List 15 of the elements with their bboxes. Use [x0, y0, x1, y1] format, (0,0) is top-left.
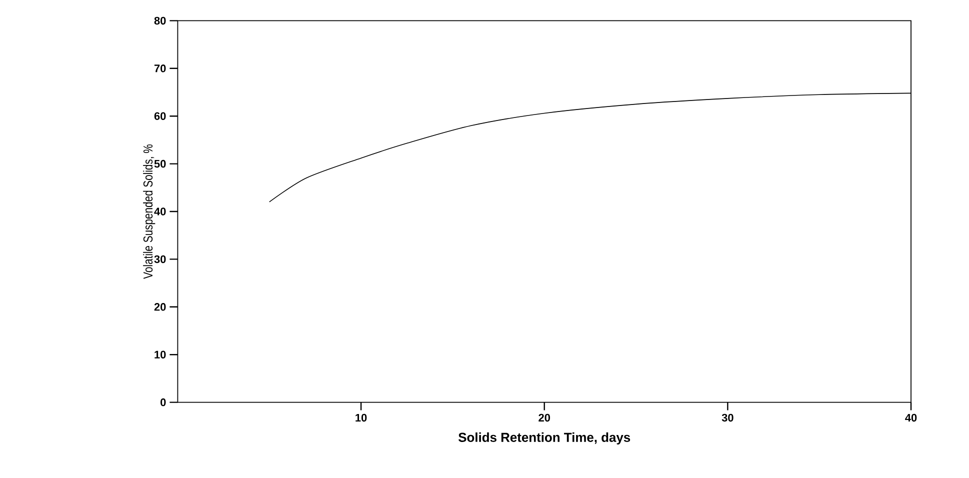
x-tick-label: 20	[538, 414, 550, 422]
y-axis-title: Volatile Suspended Solids, %	[143, 144, 156, 279]
x-tick-label: 30	[722, 414, 734, 422]
x-tick-label: 40	[905, 414, 917, 422]
y-tick-label: 70	[154, 64, 166, 72]
y-tick-label: 40	[154, 208, 166, 216]
y-tick-label: 10	[154, 350, 166, 358]
y-tick-label: 30	[154, 255, 166, 264]
y-tick-label: 0	[160, 398, 166, 406]
y-tick-label: 20	[154, 303, 166, 311]
y-tick-label: 60	[154, 112, 166, 120]
y-tick-label: 50	[154, 160, 166, 168]
y-tick-label: 80	[154, 16, 166, 25]
x-axis-title: Solids Retention Time, days	[458, 432, 630, 445]
x-tick-label: 10	[356, 414, 367, 422]
